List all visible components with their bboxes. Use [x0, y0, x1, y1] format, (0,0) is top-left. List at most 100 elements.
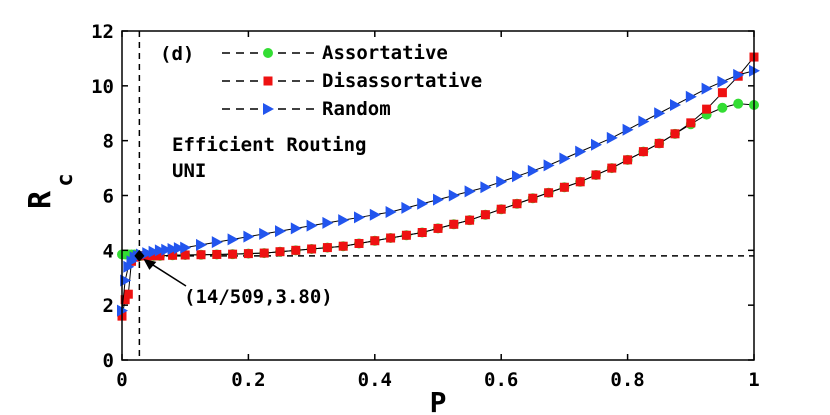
data-point-random	[591, 138, 602, 151]
data-point-random	[259, 227, 271, 240]
data-point-random	[670, 99, 681, 112]
series-random	[117, 64, 760, 317]
data-point-random	[369, 208, 381, 221]
arrow-head	[143, 258, 157, 270]
data-point-disassortative	[291, 245, 301, 255]
data-point-disassortative	[196, 250, 206, 260]
data-point-disassortative	[717, 88, 727, 98]
data-point-random	[385, 205, 397, 218]
data-point-disassortative	[149, 251, 159, 261]
data-point-random	[154, 244, 166, 257]
legend-marker-disassortative	[263, 76, 273, 86]
data-point-disassortative	[496, 204, 506, 214]
x-tick-label: 1	[748, 369, 759, 391]
y-tick-label: 2	[103, 295, 114, 317]
data-point-disassortative	[544, 188, 554, 198]
data-point-random	[448, 189, 460, 202]
data-point-random	[401, 201, 413, 214]
data-point-disassortative	[559, 182, 569, 192]
y-tick-label: 0	[103, 350, 114, 372]
y-axis-label-sub: c	[53, 173, 78, 186]
data-point-assortative	[717, 102, 728, 113]
data-point-random	[543, 159, 555, 172]
data-point-disassortative	[638, 147, 648, 157]
data-point-random	[211, 236, 223, 249]
data-point-random	[622, 123, 634, 136]
data-point-disassortative	[686, 118, 696, 128]
data-point-random	[527, 164, 539, 177]
x-tick-label: 0.2	[231, 369, 265, 391]
data-point-disassortative	[180, 250, 190, 260]
x-tick-label: 0.4	[358, 369, 392, 391]
data-point-random	[180, 241, 192, 254]
data-point-random	[243, 230, 255, 243]
y-tick-label: 8	[103, 131, 114, 153]
legend-label-random: Random	[322, 98, 391, 120]
data-point-random	[638, 115, 650, 128]
data-point-disassortative	[480, 210, 490, 220]
data-point-random	[173, 242, 185, 255]
data-point-disassortative	[155, 251, 165, 261]
reference-point	[134, 249, 187, 287]
data-point-random	[512, 170, 523, 183]
data-point-disassortative	[354, 238, 364, 248]
data-point-disassortative	[307, 244, 317, 254]
data-point-random	[306, 219, 318, 232]
data-point-disassortative	[654, 138, 664, 148]
plot-area	[122, 31, 754, 360]
data-point-random	[654, 107, 666, 120]
data-point-disassortative	[243, 249, 253, 259]
annotation-line-1: Efficient Routing	[172, 134, 366, 156]
annotation-line-2: UNI	[172, 160, 206, 182]
data-point-random	[275, 225, 286, 238]
data-point-random	[338, 214, 350, 227]
data-point-disassortative	[623, 155, 633, 165]
data-point-random	[290, 222, 302, 235]
data-point-disassortative	[212, 249, 222, 259]
x-tick-label: 0.6	[484, 369, 518, 391]
data-point-disassortative	[386, 233, 396, 243]
data-point-random	[464, 185, 476, 198]
data-point-random	[575, 145, 587, 158]
data-point-disassortative	[433, 223, 443, 233]
data-point-random	[167, 242, 179, 255]
data-point-random	[496, 175, 508, 188]
data-point-random	[701, 82, 713, 95]
data-point-random	[120, 274, 132, 287]
data-point-disassortative	[370, 236, 380, 246]
y-tick-label: 10	[91, 76, 114, 98]
data-point-random	[733, 68, 745, 81]
data-point-disassortative	[702, 104, 712, 114]
data-point-random	[322, 216, 334, 229]
data-point-disassortative	[449, 219, 459, 229]
data-point-disassortative	[168, 250, 178, 260]
panel-label: (d)	[160, 43, 194, 65]
data-point-disassortative	[259, 248, 269, 258]
data-point-disassortative	[575, 177, 585, 187]
data-point-random	[354, 211, 365, 224]
y-axis-label-main: R	[23, 190, 58, 209]
legend-marker-assortative	[263, 48, 273, 58]
data-point-random	[148, 245, 160, 258]
data-point-disassortative	[322, 243, 332, 253]
data-point-random	[123, 260, 135, 273]
reference-point-label: (14/509,3.80)	[184, 286, 333, 308]
y-tick-label: 12	[91, 21, 114, 43]
y-tick-label: 4	[103, 240, 114, 262]
data-point-disassortative	[591, 170, 601, 180]
y-tick-label: 6	[103, 186, 114, 208]
data-point-disassortative	[417, 228, 427, 238]
legend: Assortative Disassortative Random	[222, 42, 482, 120]
data-point-random	[606, 131, 618, 144]
x-tick-label: 0	[116, 369, 127, 391]
data-point-disassortative	[528, 193, 538, 203]
data-point-random	[417, 197, 429, 210]
legend-label-assortative: Assortative	[322, 42, 448, 64]
x-tick-label: 0.8	[610, 369, 644, 391]
legend-marker-random	[263, 103, 274, 115]
x-axis-label: P	[430, 386, 447, 415]
data-point-random	[227, 233, 239, 246]
data-point-disassortative	[512, 199, 522, 209]
